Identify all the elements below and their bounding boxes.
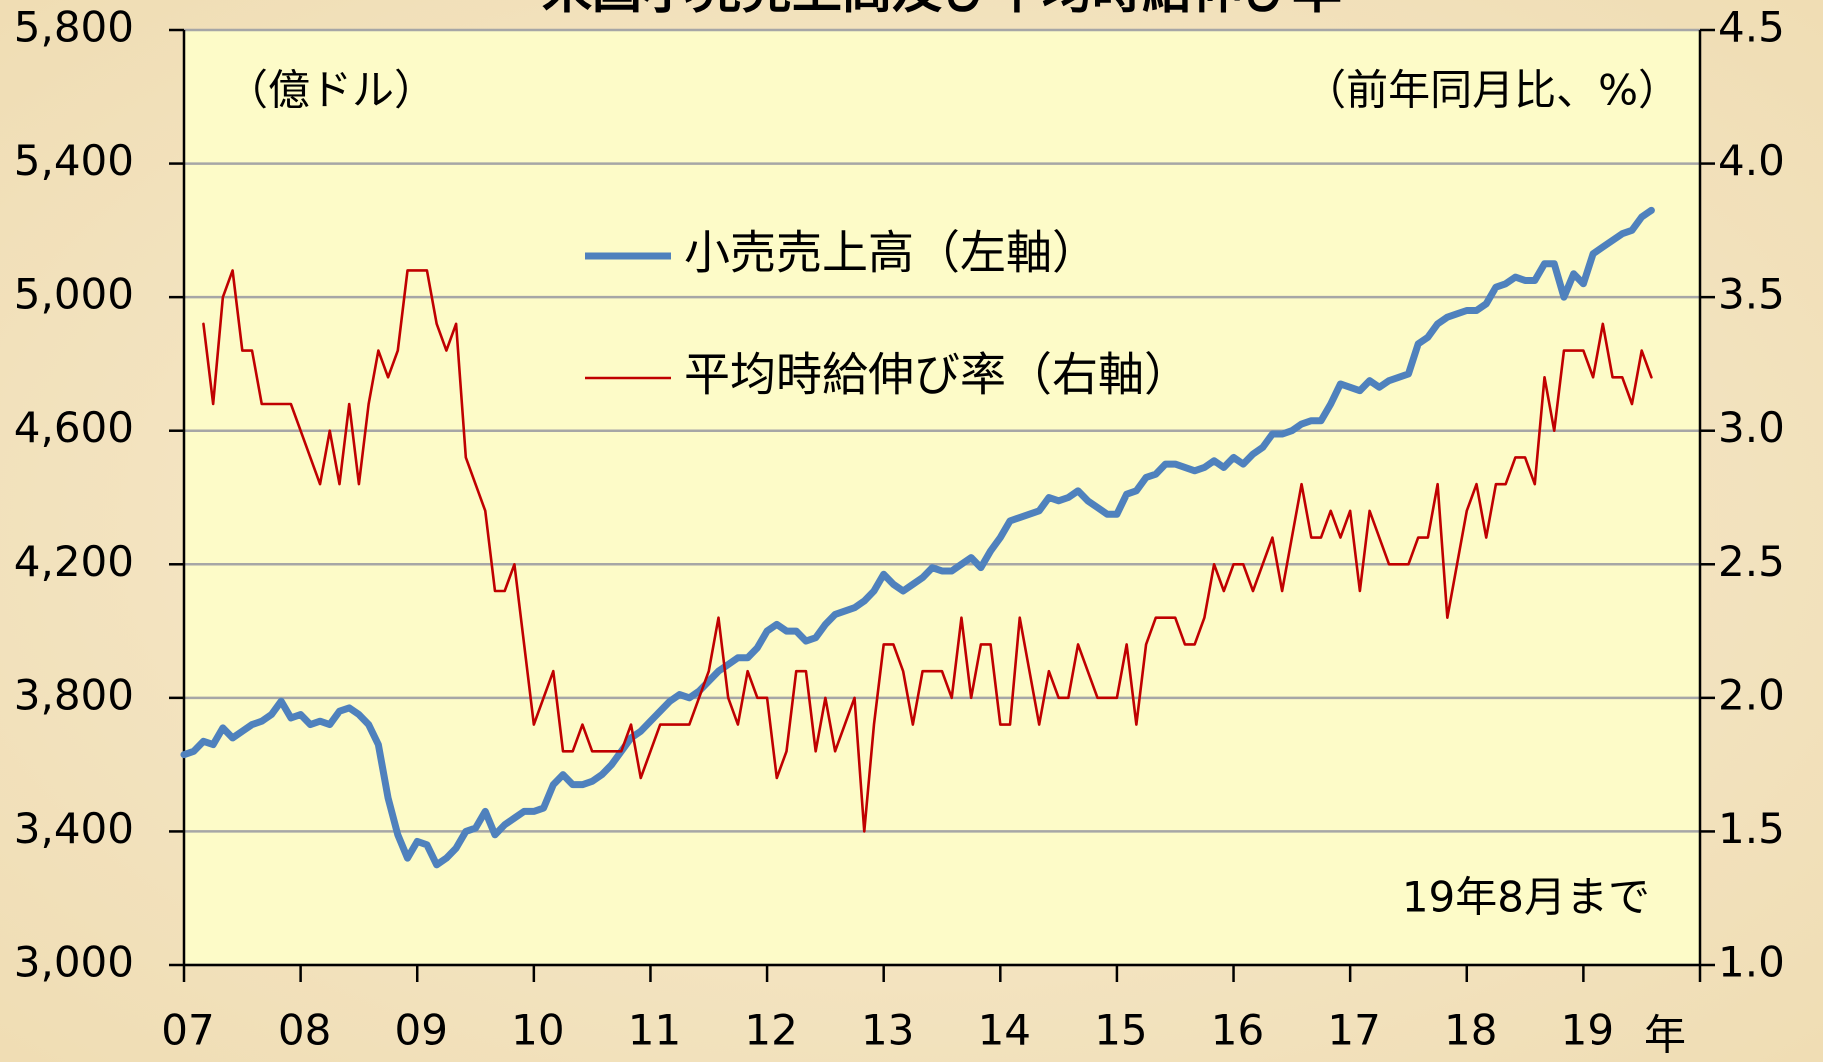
x-tick-label: 09 [395, 1006, 448, 1055]
x-tick-label: 11 [628, 1006, 681, 1055]
y-axis-label: （億ドル） [226, 66, 436, 115]
x-tick-label: 13 [861, 1006, 914, 1055]
x-tick-label: 14 [978, 1006, 1031, 1055]
y-tick-label: 3,800 [14, 670, 134, 719]
y2-axis-label: （前年同月比、%） [1304, 66, 1680, 115]
y2-tick-label: 1.5 [1718, 804, 1785, 853]
chart-title: 米国小売売上高及び平均時給伸び率 [542, 0, 1342, 20]
x-tick-label: 12 [744, 1006, 797, 1055]
y-tick-label: 4,200 [14, 537, 134, 586]
y-tick-label: 5,800 [14, 3, 134, 52]
x-tick-label: 18 [1444, 1006, 1497, 1055]
y2-tick-label: 2.0 [1718, 670, 1785, 719]
y2-tick-label: 1.0 [1718, 938, 1785, 987]
y2-tick-label: 4.5 [1718, 3, 1785, 52]
y2-tick-label: 3.5 [1718, 270, 1785, 319]
y2-tick-label: 4.0 [1718, 136, 1785, 185]
x-tick-label: 19 [1561, 1006, 1614, 1055]
legend-label: 小売売上高（左軸） [684, 226, 1098, 280]
series-line [180, 206, 1655, 869]
x-tick-label: 16 [1211, 1006, 1264, 1055]
y-tick-label: 3,000 [14, 938, 134, 987]
x-tick-label: 07 [161, 1006, 214, 1055]
series-line [202, 269, 1653, 833]
x-tick-label: 15 [1094, 1006, 1147, 1055]
annotation: 19年8月まで [1402, 873, 1650, 922]
legend-label: 平均時給伸び率（右軸） [684, 348, 1190, 402]
x-tick-label: 17 [1327, 1006, 1380, 1055]
y2-tick-label: 2.5 [1718, 537, 1785, 586]
y-tick-label: 3,400 [14, 804, 134, 853]
x-tick-label: 10 [511, 1006, 564, 1055]
y-tick-label: 5,000 [14, 270, 134, 319]
x-tick-label: 08 [278, 1006, 331, 1055]
y-tick-label: 5,400 [14, 136, 134, 185]
y2-tick-label: 3.0 [1718, 403, 1785, 452]
x-axis-label: 年 [1644, 1011, 1686, 1060]
y-tick-label: 4,600 [14, 403, 134, 452]
plot-area [184, 30, 1700, 965]
